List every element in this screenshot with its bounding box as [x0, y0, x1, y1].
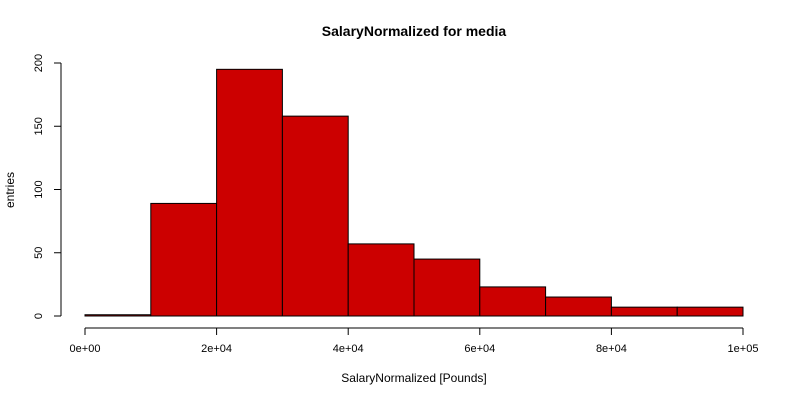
y-axis-label: entries [3, 172, 17, 208]
x-tick-label: 4e+04 [333, 343, 364, 355]
histogram-bar [610, 306, 678, 317]
x-tick-label: 0e+00 [70, 343, 101, 355]
y-tick-label: 200 [33, 54, 45, 72]
x-tick-label: 6e+04 [464, 343, 495, 355]
histogram-bar [84, 314, 152, 317]
y-tick-label: 100 [33, 180, 45, 198]
chart-title: SalaryNormalized for media [322, 23, 507, 39]
histogram-bar [281, 115, 349, 317]
x-axis: 0e+00 2e+04 4e+04 6e+04 8e+04 1e+05 [70, 327, 759, 355]
bars-group [84, 68, 744, 317]
histogram-bar [413, 258, 481, 317]
histogram-bar [545, 296, 612, 317]
histogram-bar [347, 243, 415, 317]
x-tick-label: 1e+05 [728, 343, 759, 355]
histogram-bar [150, 202, 218, 317]
y-tick-label: 0 [33, 313, 45, 319]
histogram-bar [216, 68, 283, 317]
histogram-bar [676, 306, 744, 317]
x-tick-label: 2e+04 [201, 343, 232, 355]
histogram-bar [479, 286, 547, 317]
y-axis: 0 50 100 150 200 [33, 54, 62, 319]
x-tick-label: 8e+04 [596, 343, 627, 355]
y-tick-label: 150 [33, 117, 45, 135]
x-axis-label: SalaryNormalized [Pounds] [341, 371, 486, 385]
y-tick-label: 50 [33, 247, 45, 259]
